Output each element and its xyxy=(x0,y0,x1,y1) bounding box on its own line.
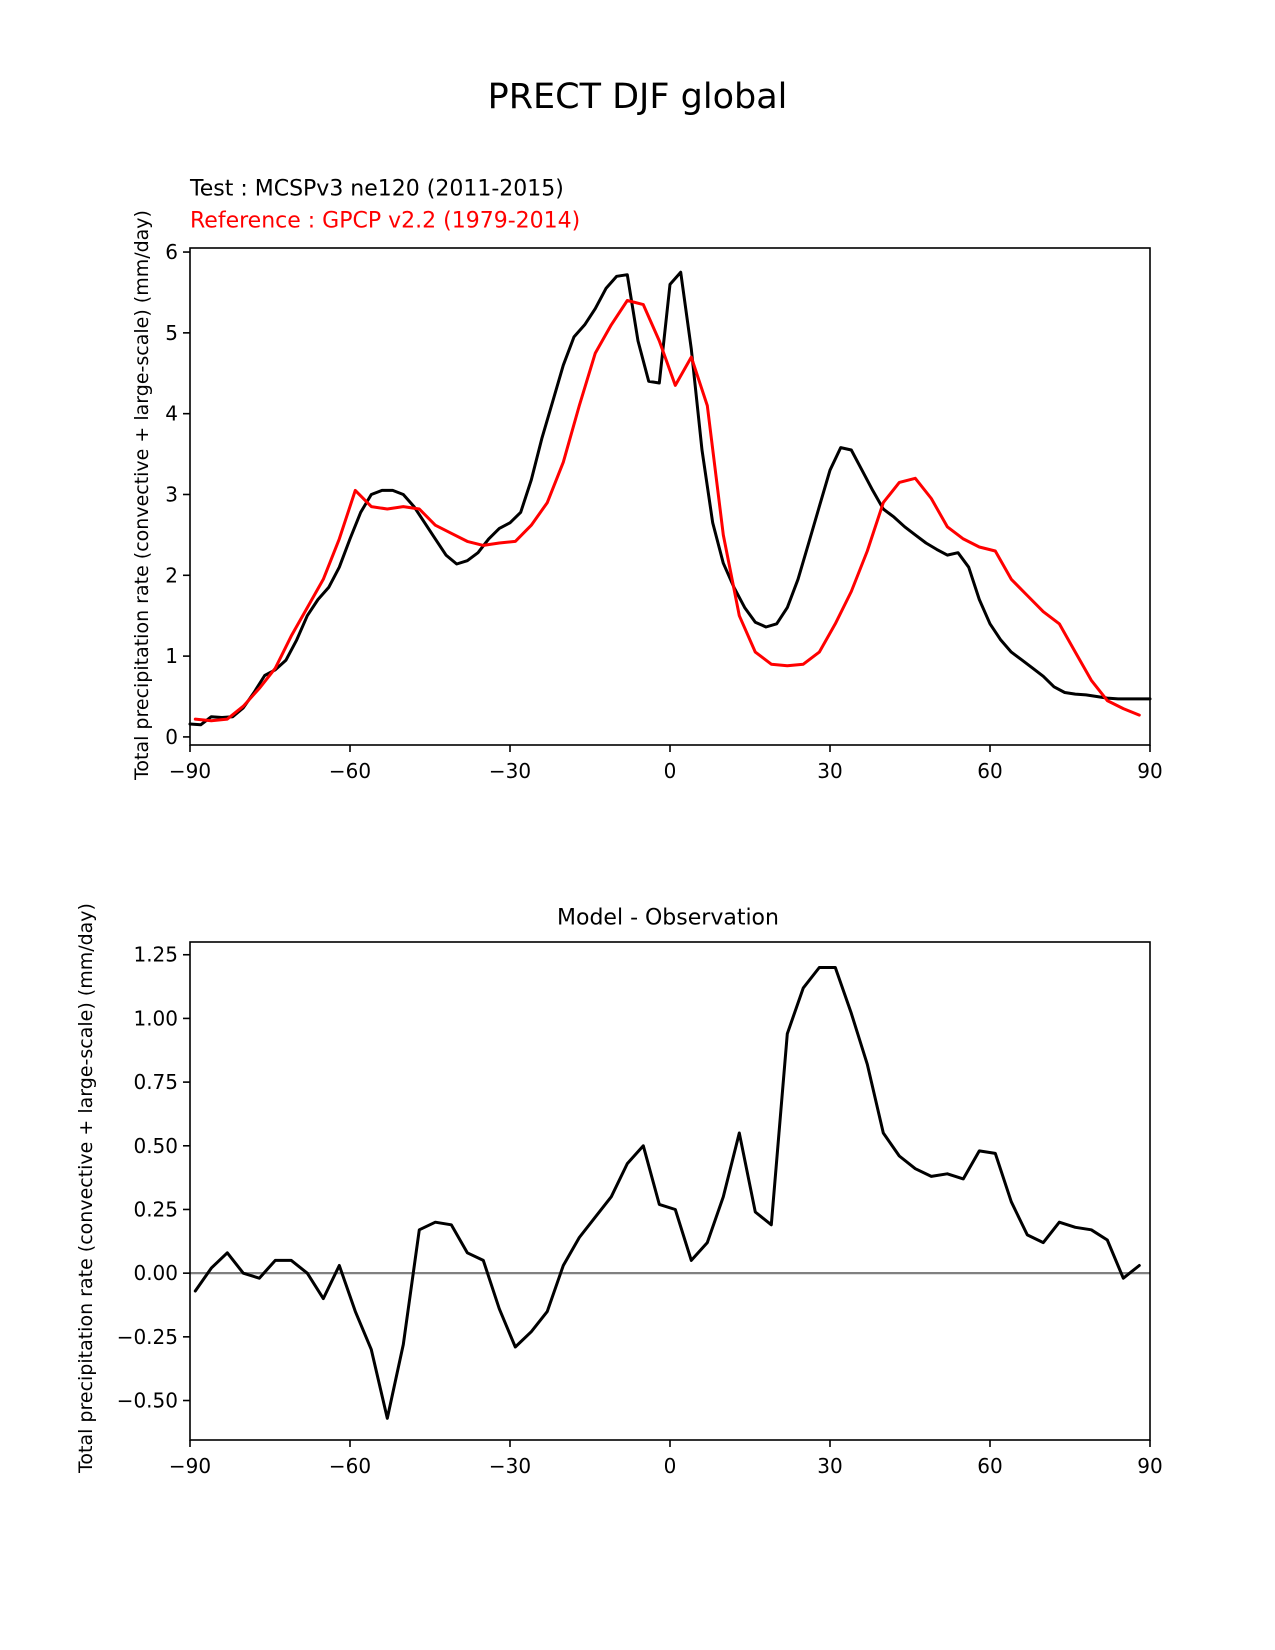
x-tick-label: 30 xyxy=(817,1454,842,1478)
x-tick-label: −90 xyxy=(169,1454,211,1478)
y-tick-label: 1 xyxy=(165,644,178,668)
x-tick-label: 60 xyxy=(977,1454,1002,1478)
y-tick-label: 1.25 xyxy=(133,943,178,967)
comparison-chart: Test : MCSPv3 ne120 (2011-2015) Referenc… xyxy=(131,177,1163,784)
x-tick-label: 90 xyxy=(1137,1454,1162,1478)
top-y-axis-label: Total precipitation rate (convective + l… xyxy=(131,210,153,781)
y-tick-label: 3 xyxy=(165,482,178,506)
x-tick-label: 60 xyxy=(977,759,1002,783)
reference-legend-label: Reference : GPCP v2.2 (1979-2014) xyxy=(190,209,580,234)
difference-chart: Model - Observation Total precipitation … xyxy=(75,903,1163,1478)
x-tick-label: −90 xyxy=(169,759,211,783)
difference-series-line xyxy=(193,966,1141,1420)
plot-frame xyxy=(189,941,1151,1441)
y-tick-label: 0.00 xyxy=(133,1261,178,1285)
bottom-y-axis-label: Total precipitation rate (convective + l… xyxy=(75,903,97,1474)
y-tick-label: 1.00 xyxy=(133,1006,178,1030)
test-legend-label: Test : MCSPv3 ne120 (2011-2015) xyxy=(189,177,564,202)
y-tick-label: 0 xyxy=(165,725,178,749)
x-tick-label: 30 xyxy=(817,759,842,783)
y-tick-label: −0.50 xyxy=(117,1389,178,1413)
y-tick-label: 2 xyxy=(165,563,178,587)
reference-series-line xyxy=(193,299,1141,723)
y-tick-label: 4 xyxy=(165,402,178,426)
x-tick-label: −60 xyxy=(329,759,371,783)
y-tick-label: 0.75 xyxy=(133,1070,178,1094)
x-tick-label: −60 xyxy=(329,1454,371,1478)
test-series-line xyxy=(188,270,1152,727)
plot-frame xyxy=(189,247,1151,746)
x-tick-label: −30 xyxy=(489,759,531,783)
figure-suptitle: PRECT DJF global xyxy=(488,77,788,117)
y-tick-label: 6 xyxy=(165,240,178,264)
x-tick-label: 90 xyxy=(1137,759,1162,783)
y-tick-label: 0.25 xyxy=(133,1197,178,1221)
difference-chart-title: Model - Observation xyxy=(557,906,779,931)
y-tick-label: −0.25 xyxy=(117,1325,178,1349)
x-tick-label: 0 xyxy=(664,759,677,783)
x-tick-label: 0 xyxy=(664,1454,677,1478)
x-tick-label: −30 xyxy=(489,1454,531,1478)
y-tick-label: 5 xyxy=(165,321,178,345)
y-tick-label: 0.50 xyxy=(133,1134,178,1158)
